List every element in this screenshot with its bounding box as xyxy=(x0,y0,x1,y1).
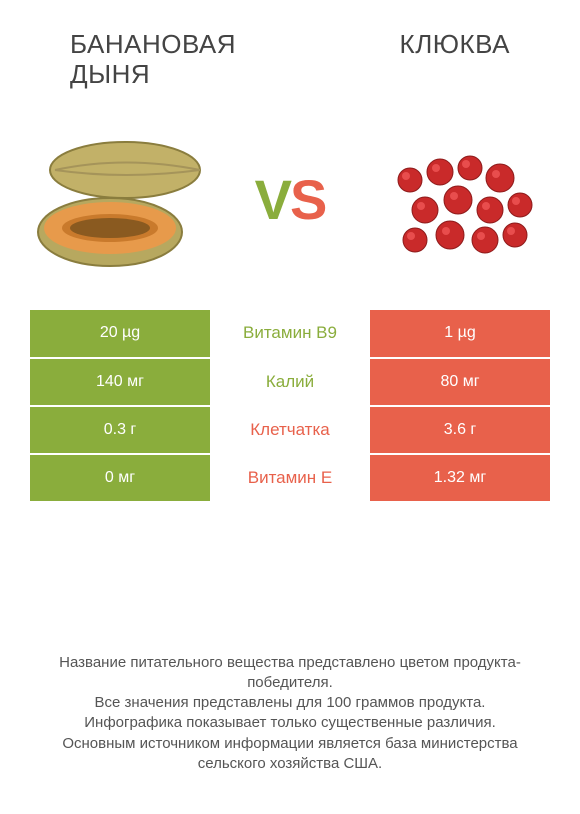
table-row: 140 мгКалий80 мг xyxy=(30,358,550,406)
nutrient-name: Калий xyxy=(210,358,370,406)
nutrient-name: Клетчатка xyxy=(210,406,370,454)
vs-v: V xyxy=(255,168,290,231)
right-value: 1 µg xyxy=(370,310,550,358)
nutrient-name: Витамин B9 xyxy=(210,310,370,358)
left-product-title: БАНАНОВАЯ ДЫНЯ xyxy=(60,30,290,90)
vs-badge: VS xyxy=(255,167,326,232)
melon-image xyxy=(30,120,210,280)
vs-s: S xyxy=(290,168,325,231)
nutrient-table: 20 µgВитамин B91 µg140 мгКалий80 мг0.3 г… xyxy=(30,310,550,503)
table-row: 0.3 гКлетчатка3.6 г xyxy=(30,406,550,454)
footer-line-2: Все значения представлены для 100 граммо… xyxy=(40,693,540,713)
right-value: 1.32 мг xyxy=(370,454,550,502)
left-value: 20 µg xyxy=(30,310,210,358)
cranberry-image xyxy=(370,120,550,280)
right-value: 80 мг xyxy=(370,358,550,406)
nutrient-name: Витамин E xyxy=(210,454,370,502)
right-value: 3.6 г xyxy=(370,406,550,454)
right-product-title: КЛЮКВА xyxy=(290,30,520,90)
table-row: 20 µgВитамин B91 µg xyxy=(30,310,550,358)
footer-notes: Название питательного вещества представл… xyxy=(0,653,580,775)
footer-line-1: Название питательного вещества представл… xyxy=(40,653,540,694)
left-value: 0 мг xyxy=(30,454,210,502)
footer-line-4: Основным источником информации является … xyxy=(40,734,540,775)
left-value: 140 мг xyxy=(30,358,210,406)
header: БАНАНОВАЯ ДЫНЯ КЛЮКВА xyxy=(0,0,580,100)
images-row: VS xyxy=(0,100,580,310)
footer-line-3: Инфографика показывает только существенн… xyxy=(40,713,540,733)
table-row: 0 мгВитамин E1.32 мг xyxy=(30,454,550,502)
left-value: 0.3 г xyxy=(30,406,210,454)
